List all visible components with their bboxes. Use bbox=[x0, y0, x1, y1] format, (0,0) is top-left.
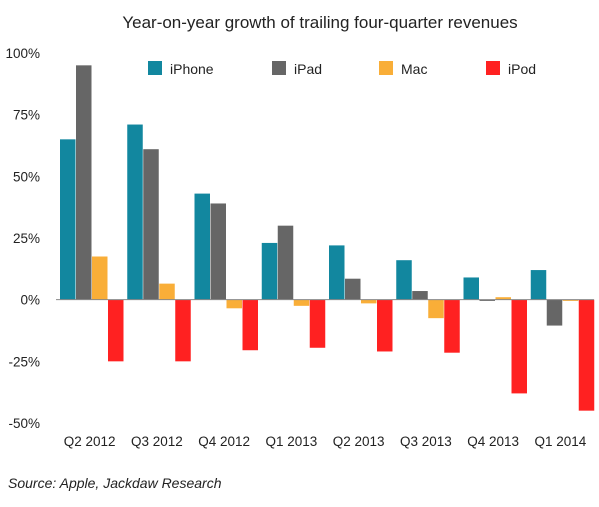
legend-swatch-ipad bbox=[272, 61, 286, 75]
bar-ipod-q2-2012 bbox=[108, 299, 124, 362]
bar-ipad-q1-2014 bbox=[546, 299, 563, 326]
bar-ipod-q4-2013 bbox=[511, 299, 527, 394]
y-tick-label: 25% bbox=[13, 231, 40, 246]
legend-swatch-iphone bbox=[148, 61, 162, 75]
x-tick-label: Q2 2012 bbox=[64, 434, 116, 449]
y-tick-label: 0% bbox=[20, 293, 40, 308]
bar-ipod-q2-2013 bbox=[377, 299, 393, 352]
x-tick-label: Q3 2013 bbox=[400, 434, 452, 449]
y-tick-label: 50% bbox=[13, 169, 40, 184]
legend-swatch-mac bbox=[379, 61, 393, 75]
bar-iphone-q1-2013 bbox=[261, 242, 278, 300]
x-tick-label: Q4 2013 bbox=[467, 434, 519, 449]
bar-mac-q1-2013 bbox=[293, 299, 310, 306]
bar-ipad-q1-2013 bbox=[277, 225, 294, 300]
x-tick-label: Q4 2012 bbox=[198, 434, 250, 449]
bar-iphone-q4-2013 bbox=[463, 277, 479, 300]
bar-ipad-q2-2013 bbox=[345, 278, 361, 300]
bar-ipad-q3-2013 bbox=[412, 291, 428, 300]
x-tick-label: Q1 2013 bbox=[265, 434, 317, 449]
chart-title: Year-on-year growth of trailing four-qua… bbox=[122, 13, 517, 32]
bar-ipod-q3-2012 bbox=[175, 299, 191, 362]
bar-mac-q3-2013 bbox=[428, 299, 444, 319]
y-axis: -50% -25% 0% 25% 50% 75% 100% bbox=[5, 46, 40, 431]
bar-iphone-q1-2014 bbox=[530, 270, 547, 300]
legend-label-mac: Mac bbox=[401, 61, 427, 77]
bar-ipad-q4-2012 bbox=[210, 203, 226, 300]
x-tick-label: Q2 2013 bbox=[333, 434, 385, 449]
bar-ipad-q4-2013 bbox=[479, 299, 495, 301]
legend-label-ipod: iPod bbox=[508, 61, 536, 77]
bar-ipod-q1-2013 bbox=[309, 299, 326, 348]
bar-ipad-q3-2012 bbox=[143, 149, 159, 300]
bar-ipod-q3-2013 bbox=[444, 299, 460, 353]
legend-label-iphone: iPhone bbox=[170, 61, 214, 77]
legend: iPhone iPad Mac iPod bbox=[148, 61, 536, 77]
bar-ipod-q4-2012 bbox=[242, 299, 258, 351]
x-tick-label: Q3 2012 bbox=[131, 434, 183, 449]
legend-label-ipad: iPad bbox=[294, 61, 322, 77]
bar-mac-q4-2012 bbox=[226, 299, 242, 309]
bar-mac-q3-2012 bbox=[159, 283, 175, 300]
x-axis: Q2 2012 Q3 2012 Q4 2012 Q1 2013 Q2 2013 Q3 20… bbox=[64, 434, 587, 449]
bar-mac-q4-2013 bbox=[495, 297, 511, 300]
source-note: Source: Apple, Jackdaw Research bbox=[8, 475, 222, 491]
y-tick-label: -25% bbox=[8, 354, 40, 369]
bar-iphone-q2-2013 bbox=[329, 245, 345, 300]
bar-iphone-q2-2012 bbox=[60, 139, 76, 300]
bars bbox=[56, 65, 595, 411]
x-tick-label: Q1 2014 bbox=[534, 434, 586, 449]
y-tick-label: 100% bbox=[5, 46, 40, 61]
bar-mac-q1-2014 bbox=[562, 299, 579, 301]
bar-mac-q2-2012 bbox=[92, 256, 108, 300]
bar-mac-q2-2013 bbox=[361, 299, 377, 304]
bar-ipad-q2-2012 bbox=[76, 65, 92, 300]
y-tick-label: 75% bbox=[13, 108, 40, 123]
bar-iphone-q3-2013 bbox=[396, 260, 412, 300]
y-tick-label: -50% bbox=[8, 416, 40, 431]
bar-ipod-q1-2014 bbox=[578, 299, 595, 411]
legend-swatch-ipod bbox=[486, 61, 500, 75]
bar-iphone-q3-2012 bbox=[127, 124, 143, 300]
bar-iphone-q4-2012 bbox=[194, 193, 210, 300]
